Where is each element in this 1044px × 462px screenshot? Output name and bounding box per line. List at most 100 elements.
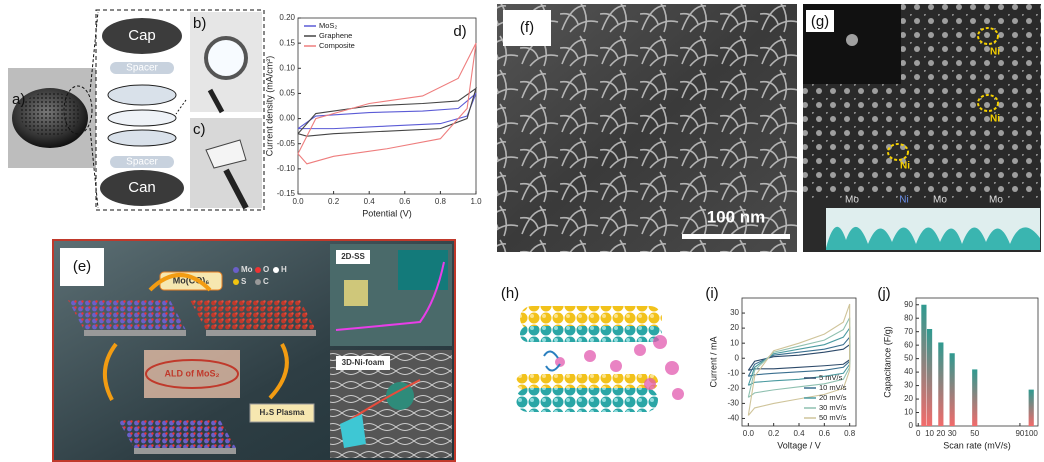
decoration-rect [516,374,658,390]
bar [972,369,977,426]
decoration-circle [255,267,261,273]
y-tick-label: 0.15 [279,38,295,47]
x-tick-label: 100 [1025,429,1039,438]
y-tick-label: -30 [727,399,739,408]
bar [927,329,932,426]
legend-label: O [263,265,269,274]
decoration-circle [584,350,596,362]
x-tick-label: 0.6 [819,429,831,438]
x-tick-label: 1.0 [470,197,482,206]
decoration-circle [665,361,679,375]
decoration-circle [273,267,279,273]
decoration-circle [672,388,684,400]
scale-bar-label: 100 nm [707,207,766,226]
decoration-circle [653,335,667,349]
legend-label: C [263,277,269,286]
legend-label: Composite [319,41,355,50]
panel-label: (i) [705,285,718,302]
atom-label: Ni [990,47,1000,58]
y-tick-label: -10 [727,368,739,377]
legend-label: 5 mV/s [819,373,843,382]
y-tick-label: 10 [730,338,739,347]
x-tick-label: 20 [936,429,945,438]
decoration-path [190,300,316,330]
x-tick-label: 0.0 [743,429,755,438]
inset-label: 2D-SS [341,252,365,261]
panel-label: c) [193,121,206,138]
decoration-path [118,420,236,448]
y-tick-label: 30 [730,308,739,317]
y-tick-label: 60 [904,340,913,349]
y-tick-label: 80 [904,313,913,322]
figure: a) Cap Spacer Spacer Can b) c) (f) 100 n… [0,0,1044,462]
panel-label: (g) [811,13,829,30]
y-tick-label: -20 [727,383,739,392]
y-axis-label: Current density (mA/cm²) [264,56,274,157]
x-tick-label: 30 [948,429,957,438]
decoration-circle [206,38,246,78]
decoration-circle [634,344,646,356]
bar [1029,390,1034,426]
decoration-rect [398,250,448,290]
legend-label: 30 mV/s [819,403,847,412]
legend-label: 20 mV/s [819,393,847,402]
decoration-path [206,330,316,336]
decoration-circle [255,279,261,285]
profile-label: Mo [933,195,947,206]
decoration-rect [682,234,790,239]
panel-label: (e) [73,258,91,275]
x-axis-label: Scan rate (mV/s) [943,440,1011,450]
legend-label: Mo [241,265,253,274]
legend-label: S [241,277,247,286]
decoration-rect [520,326,662,342]
y-tick-label: 50 [904,354,913,363]
decoration-ellipse [108,130,176,146]
decoration-ellipse [108,85,176,105]
part-label: Cap [128,27,156,44]
x-tick-label: 10 [925,429,934,438]
decoration-ellipse [108,110,176,126]
decoration-path [68,300,186,330]
x-tick-label: 0.0 [292,197,304,206]
profile-label: Mo [989,195,1003,206]
y-tick-label: 0 [735,353,740,362]
y-tick-label: 90 [904,300,913,309]
y-tick-label: 0.20 [279,13,295,22]
panel-label: (f) [520,19,534,36]
panel-label: (h) [501,285,519,302]
atom-label: Ni [990,114,1000,125]
y-axis-label: Current / mA [708,336,718,387]
decoration-circle [846,34,858,46]
x-tick-label: 0.2 [768,429,780,438]
y-tick-label: 0.10 [279,63,295,72]
decoration-path [84,330,186,336]
step-label: H₂S Plasma [260,408,305,417]
decoration-rect [516,388,658,412]
y-tick-label: 0.00 [279,114,295,123]
x-tick-label: 0.6 [399,197,411,206]
decoration-circle [233,279,239,285]
y-tick-label: -0.05 [277,139,296,148]
legend-label: H [281,265,287,274]
decoration-rect [344,280,368,306]
x-tick-label: 0.4 [793,429,805,438]
y-axis-label: Capacitance (F/g) [882,326,892,398]
decoration-ellipse [20,92,80,136]
bar [921,305,926,426]
x-tick-label: 0.2 [328,197,340,206]
y-tick-label: -0.15 [277,189,296,198]
bar [938,342,943,426]
x-axis-label: Potential (V) [362,208,412,218]
atom-label: Ni [900,161,910,172]
page: {"panels":{ "a":{"label":"a)"}, "battery… [0,0,1044,462]
decoration-circle [644,378,656,390]
panel-label: b) [193,15,206,32]
x-tick-label: 0 [916,429,921,438]
y-tick-label: 70 [904,327,913,336]
y-tick-label: 10 [904,408,913,417]
legend-label: 10 mV/s [819,383,847,392]
decoration-circle [610,360,622,372]
y-tick-label: 0 [909,421,914,430]
decoration-path [134,448,236,454]
x-axis-label: Voltage / V [777,440,821,450]
